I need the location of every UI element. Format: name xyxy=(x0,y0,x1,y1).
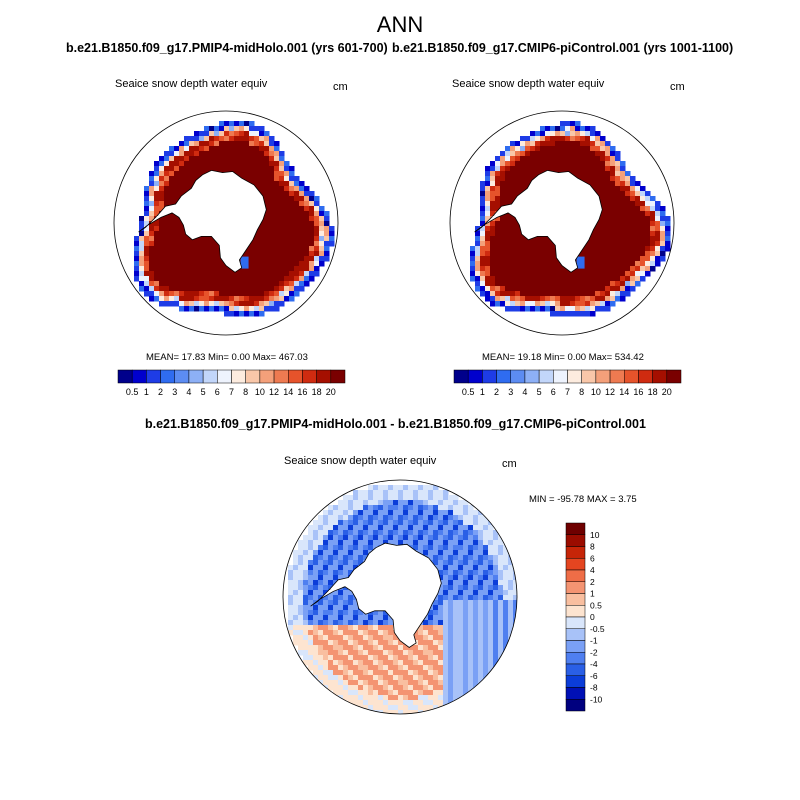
colorbar-box xyxy=(565,687,586,700)
colorbar-tick-label: -1 xyxy=(590,636,598,646)
colorbar-tick-label: 6 xyxy=(551,387,556,397)
colorbar-tick-label: 0.5 xyxy=(126,387,139,397)
subtitle-diff: Seaice snow depth water equiv xyxy=(284,455,437,467)
units-right: cm xyxy=(670,81,685,93)
colorbar-box xyxy=(565,593,586,606)
stats-left: MEAN= 17.83 Min= 0.00 Max= 467.03 xyxy=(146,352,308,363)
antarctica-outline xyxy=(155,169,267,273)
colorbar-tick-label: 10 xyxy=(255,387,265,397)
colorbar-box xyxy=(565,558,586,571)
colorbar-tick-label: 16 xyxy=(633,387,643,397)
subtitle-right: Seaice snow depth water equiv xyxy=(452,78,605,90)
colorbar-tick-label: 7 xyxy=(565,387,570,397)
colorbar-tick-label: 16 xyxy=(297,387,307,397)
colorbar-tick-label: 10 xyxy=(590,530,600,540)
colorbar-tick-label: 6 xyxy=(590,553,595,563)
colorbar-tick-label: -8 xyxy=(590,683,598,693)
page-title: ANN xyxy=(376,12,424,37)
antarctica-outline xyxy=(328,542,442,648)
colorbar-tick-label: 4 xyxy=(186,387,191,397)
colorbar-box xyxy=(565,569,586,582)
map-boundary xyxy=(282,479,518,715)
units-diff: cm xyxy=(502,458,517,470)
colorbar-box xyxy=(565,628,586,641)
colorbar-tick-label: 0.5 xyxy=(462,387,475,397)
colorbar-box xyxy=(565,652,586,665)
colorbar-tick-label: 2 xyxy=(590,577,595,587)
colorbar-tick-label: 0.5 xyxy=(590,600,602,610)
stats-right: MEAN= 19.18 Min= 0.00 Max= 534.42 xyxy=(482,352,644,363)
colorbar-tick-label: 12 xyxy=(269,387,279,397)
colorbar-tick-label: -4 xyxy=(590,659,598,669)
map-boundary xyxy=(113,110,339,336)
colorbar-tick-label: -6 xyxy=(590,671,598,681)
colorbar-box xyxy=(565,640,586,653)
antarctica-outline xyxy=(491,169,603,273)
units-left: cm xyxy=(333,81,348,93)
colorbar-box xyxy=(565,663,586,676)
colorbar-box xyxy=(565,546,586,559)
peninsula-outline xyxy=(138,212,173,233)
colorbar-tick-label: 1 xyxy=(480,387,485,397)
colorbar-tick-label: 6 xyxy=(215,387,220,397)
colorbar-tick-label: 8 xyxy=(590,542,595,552)
colorbar-box xyxy=(565,534,586,547)
colorbar-tick-label: 20 xyxy=(326,387,336,397)
colorbar-box xyxy=(565,522,586,535)
colorbar-tick-label: 14 xyxy=(283,387,293,397)
colorbar-tick-label: 4 xyxy=(522,387,527,397)
colorbar-box xyxy=(565,699,586,712)
colorbar-box xyxy=(565,581,586,594)
colorbar-tick-label: -0.5 xyxy=(590,624,605,634)
colorbar-tick-label: 5 xyxy=(537,387,542,397)
colorbar-tick-label: 18 xyxy=(648,387,658,397)
colorbar-tick-label: 20 xyxy=(662,387,672,397)
colorbar-tick-label: 10 xyxy=(591,387,601,397)
subtitle-left: Seaice snow depth water equiv xyxy=(115,78,268,90)
colorbar-tick-label: 3 xyxy=(172,387,177,397)
colorbar-tick-label: 14 xyxy=(619,387,629,397)
colorbar-box xyxy=(565,616,586,629)
colorbar-tick-label: 1 xyxy=(144,387,149,397)
colorbar-box xyxy=(565,605,586,618)
colorbar-tick-label: -10 xyxy=(590,694,603,704)
colorbar-tick-label: 18 xyxy=(312,387,322,397)
colorbar-tick-label: 8 xyxy=(579,387,584,397)
panel-title-diff: b.e21.B1850.f09_g17.PMIP4-midHolo.001 - … xyxy=(145,417,646,431)
colorbar-tick-label: 1 xyxy=(590,589,595,599)
colorbar-tick-label: 4 xyxy=(590,565,595,575)
colorbar-tick-label: 2 xyxy=(494,387,499,397)
colorbar-tick-label: 3 xyxy=(508,387,513,397)
panel-title-left: b.e21.B1850.f09_g17.PMIP4-midHolo.001 (y… xyxy=(66,41,388,55)
colorbar-box xyxy=(330,369,346,384)
colorbar-tick-label: 5 xyxy=(201,387,206,397)
colorbar-tick-label: 7 xyxy=(229,387,234,397)
colorbar-tick-label: 12 xyxy=(605,387,615,397)
map-boundary xyxy=(449,110,675,336)
colorbar-box xyxy=(565,675,586,688)
colorbar-tick-label: 8 xyxy=(243,387,248,397)
stats-diff: MIN = -95.78 MAX = 3.75 xyxy=(529,494,637,505)
peninsula-outline xyxy=(310,586,346,607)
colorbar-box xyxy=(666,369,682,384)
colorbar-tick-label: 0 xyxy=(590,612,595,622)
panel-title-right: b.e21.B1850.f09_g17.CMIP6-piControl.001 … xyxy=(392,41,734,55)
colorbar-tick-label: -2 xyxy=(590,647,598,657)
peninsula-outline xyxy=(474,212,509,233)
colorbar-tick-label: 2 xyxy=(158,387,163,397)
